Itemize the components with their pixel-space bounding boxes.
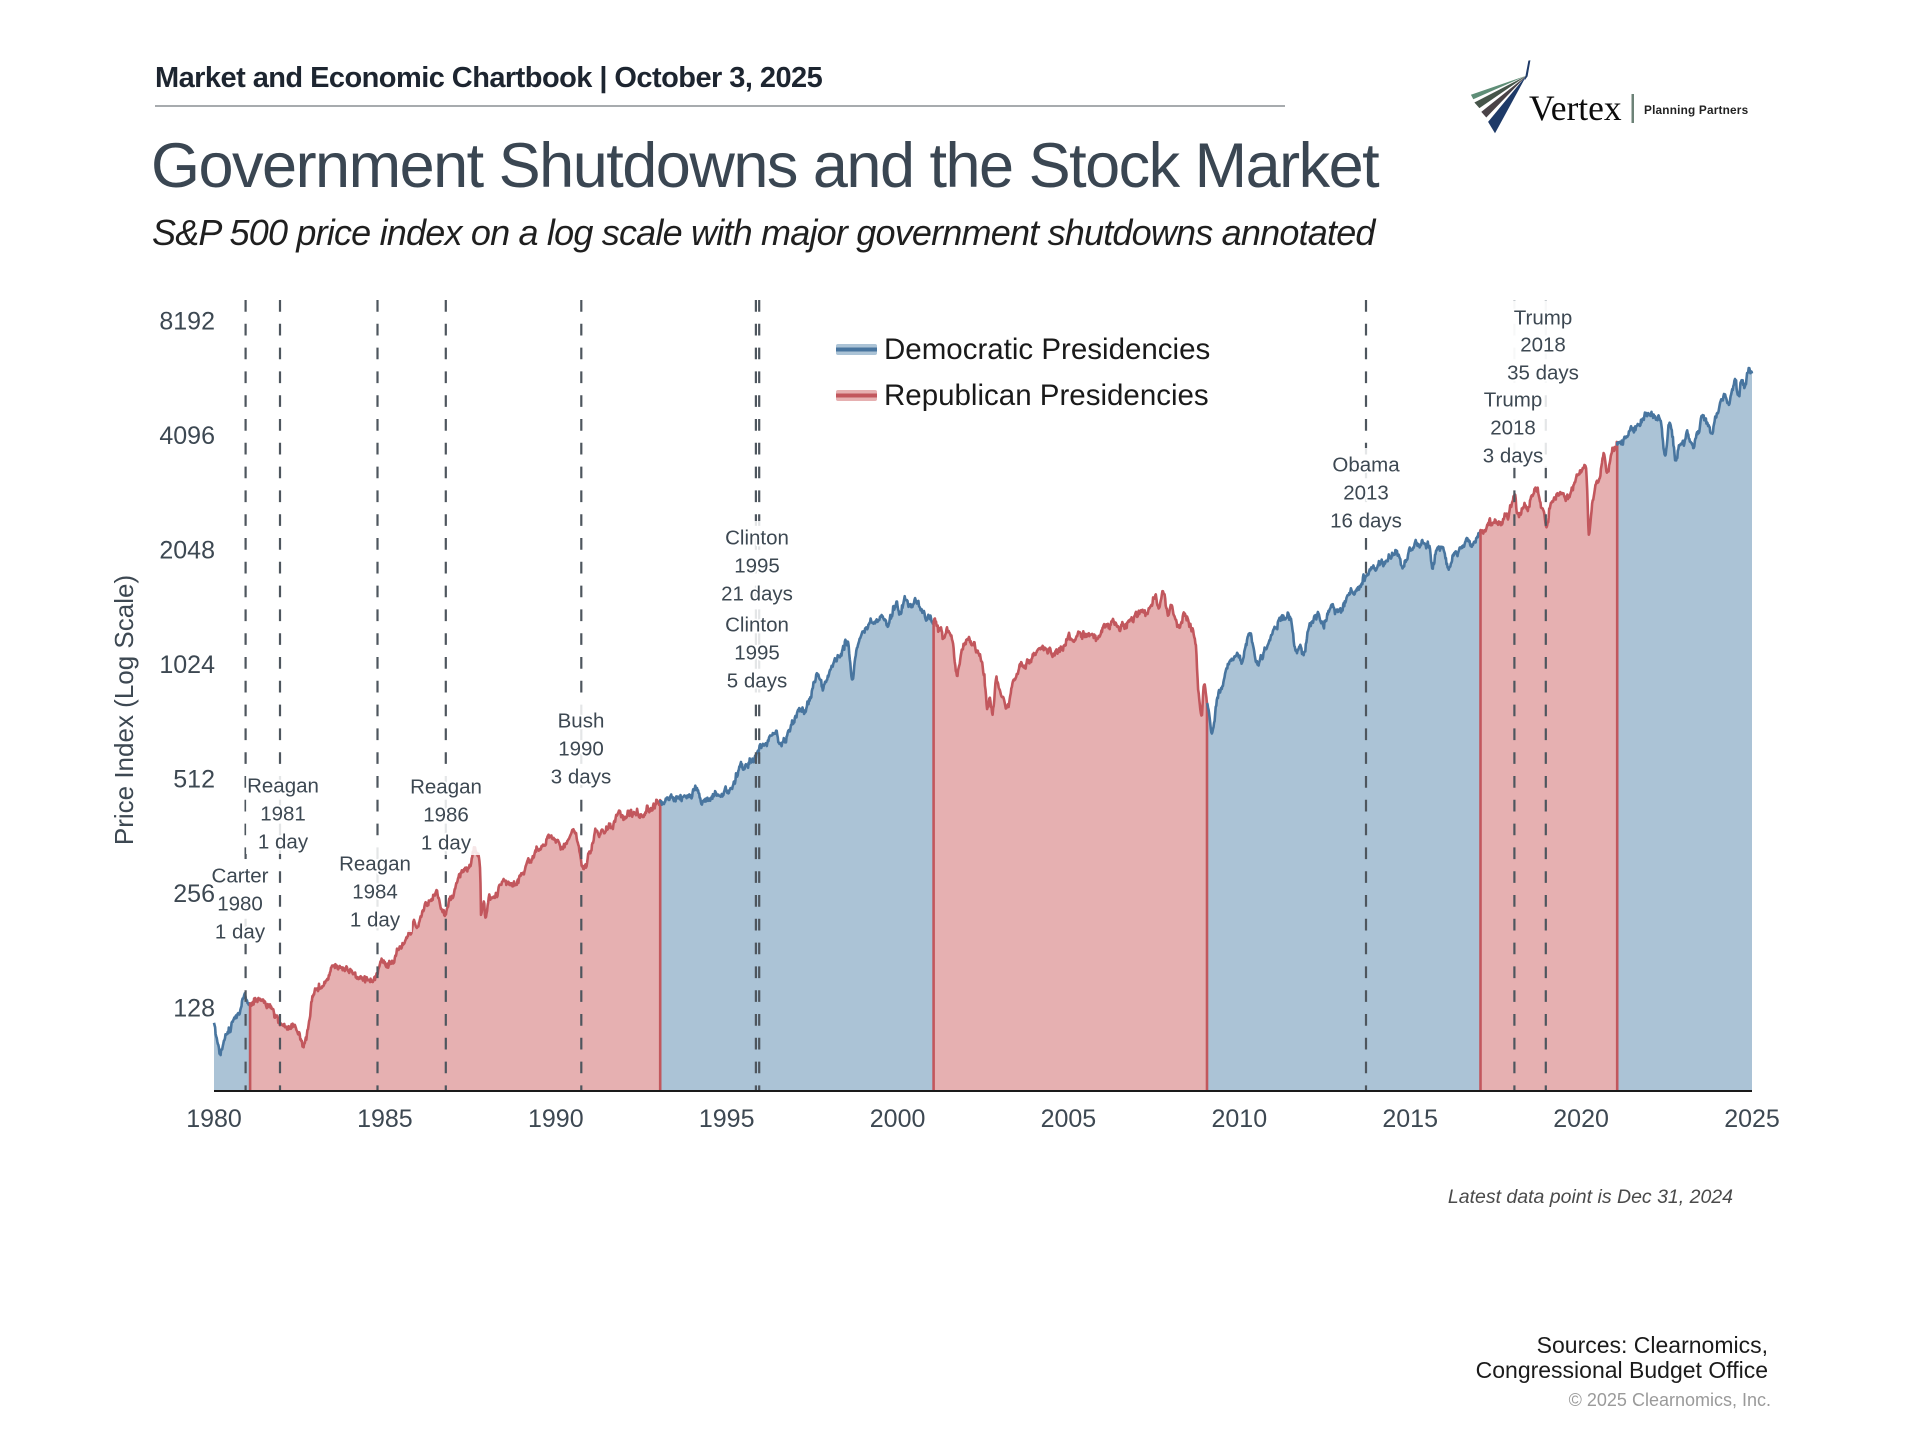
svg-text:1 day: 1 day bbox=[421, 832, 472, 855]
svg-text:1 day: 1 day bbox=[215, 921, 266, 944]
svg-text:1995: 1995 bbox=[734, 642, 780, 665]
svg-text:Market and Economic Chartbook: Market and Economic Chartbook | October … bbox=[155, 62, 823, 94]
svg-text:1024: 1024 bbox=[159, 651, 215, 679]
svg-text:Vertex: Vertex bbox=[1529, 88, 1622, 128]
svg-text:2020: 2020 bbox=[1553, 1105, 1609, 1133]
svg-text:128: 128 bbox=[173, 995, 215, 1023]
svg-text:3 days: 3 days bbox=[1483, 445, 1543, 468]
svg-text:35 days: 35 days bbox=[1507, 362, 1579, 385]
svg-text:1990: 1990 bbox=[558, 738, 604, 761]
svg-text:8192: 8192 bbox=[159, 308, 215, 336]
svg-text:2013: 2013 bbox=[1343, 482, 1389, 505]
svg-text:Obama: Obama bbox=[1332, 454, 1400, 477]
svg-text:1995: 1995 bbox=[734, 555, 780, 578]
svg-text:2025: 2025 bbox=[1724, 1105, 1780, 1133]
svg-text:1984: 1984 bbox=[352, 881, 398, 904]
svg-text:Reagan: Reagan bbox=[410, 776, 482, 799]
svg-text:1981: 1981 bbox=[260, 803, 306, 826]
svg-text:1990: 1990 bbox=[528, 1105, 584, 1133]
svg-text:1980: 1980 bbox=[217, 893, 263, 916]
svg-text:Clinton: Clinton bbox=[725, 527, 789, 550]
svg-text:256: 256 bbox=[173, 880, 215, 908]
svg-text:Sources: Clearnomics,: Sources: Clearnomics, bbox=[1537, 1332, 1768, 1358]
svg-text:Clinton: Clinton bbox=[725, 614, 789, 637]
svg-text:Government Shutdowns and the S: Government Shutdowns and the Stock Marke… bbox=[151, 131, 1380, 201]
svg-text:Democratic Presidencies: Democratic Presidencies bbox=[884, 333, 1210, 366]
svg-text:512: 512 bbox=[173, 766, 215, 794]
svg-text:16 days: 16 days bbox=[1330, 510, 1402, 533]
svg-text:Latest data point is Dec 31, 2: Latest data point is Dec 31, 2024 bbox=[1448, 1186, 1733, 1208]
svg-text:Reagan: Reagan bbox=[339, 853, 411, 876]
svg-text:1985: 1985 bbox=[357, 1105, 413, 1133]
svg-text:1995: 1995 bbox=[699, 1105, 755, 1133]
svg-text:Republican Presidencies: Republican Presidencies bbox=[884, 379, 1209, 412]
svg-text:Bush: Bush bbox=[558, 710, 605, 733]
svg-text:5 days: 5 days bbox=[727, 670, 787, 693]
svg-text:Reagan: Reagan bbox=[247, 775, 319, 798]
svg-text:S&P 500 price index on a log s: S&P 500 price index on a log scale with … bbox=[152, 212, 1376, 253]
svg-text:Planning Partners: Planning Partners bbox=[1644, 103, 1749, 117]
svg-text:1 day: 1 day bbox=[258, 831, 309, 854]
svg-text:1 day: 1 day bbox=[350, 909, 401, 932]
svg-text:Trump: Trump bbox=[1514, 307, 1572, 330]
svg-text:Carter: Carter bbox=[212, 865, 269, 888]
svg-text:2018: 2018 bbox=[1490, 417, 1536, 440]
svg-text:© 2025 Clearnomics, Inc.: © 2025 Clearnomics, Inc. bbox=[1569, 1390, 1771, 1410]
svg-text:2048: 2048 bbox=[159, 537, 215, 565]
svg-text:2015: 2015 bbox=[1382, 1105, 1438, 1133]
svg-text:2010: 2010 bbox=[1211, 1105, 1267, 1133]
svg-text:2000: 2000 bbox=[870, 1105, 926, 1133]
svg-text:Trump: Trump bbox=[1484, 389, 1542, 412]
svg-text:4096: 4096 bbox=[159, 422, 215, 450]
svg-text:21 days: 21 days bbox=[721, 583, 793, 606]
svg-text:2005: 2005 bbox=[1041, 1105, 1097, 1133]
svg-text:Congressional Budget Office: Congressional Budget Office bbox=[1476, 1357, 1768, 1383]
svg-text:1980: 1980 bbox=[186, 1105, 242, 1133]
svg-text:Price Index (Log Scale): Price Index (Log Scale) bbox=[109, 575, 139, 845]
svg-text:2018: 2018 bbox=[1520, 334, 1566, 357]
svg-text:3 days: 3 days bbox=[551, 766, 611, 789]
svg-text:1986: 1986 bbox=[423, 804, 469, 827]
